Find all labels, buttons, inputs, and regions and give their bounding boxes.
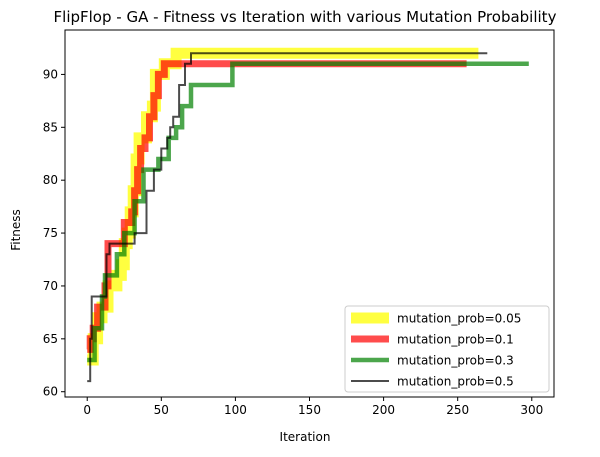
- x-axis-label: Iteration: [280, 430, 331, 444]
- y-tick-label: 75: [43, 226, 58, 240]
- y-tick-label: 65: [43, 332, 58, 346]
- legend-label-0: mutation_prob=0.05: [397, 312, 521, 326]
- y-tick-label: 85: [43, 120, 58, 134]
- x-tick-label: 200: [372, 403, 395, 417]
- x-tick-label: 250: [446, 403, 469, 417]
- y-tick-label: 80: [43, 173, 58, 187]
- series-layer: [86, 47, 529, 383]
- x-tick-label: 100: [224, 403, 247, 417]
- legend: mutation_prob=0.05 mutation_prob=0.1mutat…: [344, 305, 550, 393]
- y-tick-label: 90: [43, 67, 58, 81]
- legend-label-2: mutation_prob=0.3: [397, 354, 514, 368]
- y-tick-label: 70: [43, 279, 58, 293]
- chart-title: FlipFlop - GA - Fitness vs Iteration wit…: [54, 8, 557, 26]
- x-tick-label: 300: [520, 403, 543, 417]
- ticks-layer: 0 50 100 150 200 250 300 60 65 70 75 80 85 90: [43, 67, 544, 417]
- x-tick-label: 0: [83, 403, 91, 417]
- legend-label-1: mutation_prob=0.1: [397, 333, 514, 347]
- x-tick-label: 50: [154, 403, 169, 417]
- y-tick-label: 60: [43, 385, 58, 399]
- x-tick-label: 150: [298, 403, 321, 417]
- y-axis-label: Fitness: [9, 209, 23, 251]
- legend-label-3: mutation_prob=0.5: [397, 375, 514, 389]
- plot-area-frame: [64, 29, 555, 398]
- legend-box: [344, 305, 550, 393]
- series-line-3: [87, 52, 488, 383]
